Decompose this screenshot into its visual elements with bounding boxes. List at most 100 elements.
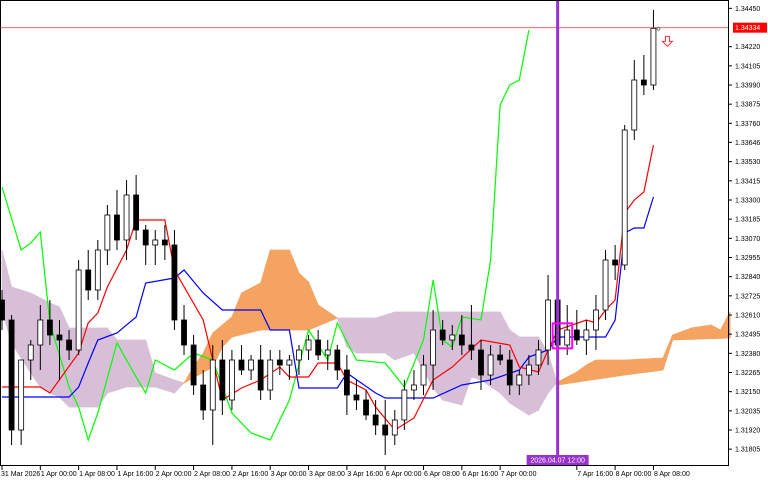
price-tick-label: 1.32955 — [735, 255, 760, 262]
bear-candle-body — [133, 194, 140, 231]
bear-candle-body — [458, 334, 465, 346]
bear-candle-body — [47, 319, 53, 336]
time-tick-label: 2 Apr 16:00 — [232, 471, 268, 478]
bull-candle-body — [593, 309, 599, 331]
bear-candle-body — [640, 79, 647, 86]
cloud-segment — [59, 306, 70, 408]
cloud-segment — [384, 311, 396, 361]
candle — [343, 355, 350, 415]
bull-candle-body — [324, 349, 331, 356]
time-axis[interactable]: 31 Mar 2026 1 Apr 00:00 1 Apr 08:00 1 Apr 1… — [1, 455, 690, 478]
candle — [631, 60, 638, 140]
candle — [315, 330, 322, 360]
cloud-segment — [250, 282, 262, 333]
bull-candle-body — [602, 259, 609, 311]
bull-candle-body — [305, 339, 312, 351]
cloud-segment — [269, 249, 281, 331]
cloud-segment — [260, 249, 271, 331]
bear-candle-body — [573, 329, 580, 341]
time-tick-label: 6 Apr 00:00 — [386, 471, 422, 478]
cloud-segment — [672, 330, 683, 341]
bear-candle-body — [161, 239, 168, 246]
current-price-badge — [733, 22, 767, 33]
candle — [142, 225, 149, 265]
cloud-segment — [231, 292, 242, 338]
price-tick-label: 1.33070 — [735, 236, 760, 243]
bear-candle-body — [439, 329, 446, 341]
candle — [478, 340, 484, 390]
order-marker-icon — [656, 26, 661, 31]
candle — [248, 355, 254, 380]
bull-candle-body — [286, 359, 293, 366]
bear-candle-body — [142, 229, 149, 246]
candle — [526, 355, 532, 385]
sell-arrow-icon — [661, 35, 674, 48]
candle — [114, 190, 120, 250]
candle — [583, 320, 590, 355]
price-tick-label: 1.34220 — [735, 44, 760, 51]
price-axis[interactable]: 1.34450 1.34220 1.34105 1.33990 1.33875 1.337… — [728, 6, 767, 454]
cloud-segment — [174, 379, 185, 394]
price-tick-label: 1.33990 — [735, 83, 760, 90]
overlays — [0, 0, 728, 465]
time-tick-label: 7 Apr 16:00 — [577, 471, 613, 478]
cloud-segment — [346, 317, 357, 354]
time-tick-label: 1 Apr 00:00 — [41, 471, 77, 478]
candle — [209, 345, 216, 445]
candle — [200, 370, 207, 420]
price-tick-label: 1.33646 — [735, 140, 760, 147]
price-tick-label: 1.32840 — [735, 274, 760, 281]
bear-candle-body — [497, 354, 504, 361]
time-tick-label: 8 Apr 08:00 — [654, 471, 690, 478]
bull-candle-body — [564, 329, 571, 346]
price-tick-label: 1.33185 — [735, 217, 760, 224]
bear-candle-body — [238, 359, 245, 371]
cloud-segment — [633, 358, 645, 375]
cursor-time-badge — [526, 455, 589, 465]
candle — [123, 180, 130, 260]
bull-candle-body — [27, 344, 34, 361]
price-tick-label: 1.33875 — [735, 102, 760, 109]
highlight-rectangle — [551, 322, 574, 350]
bull-candle-body — [631, 79, 638, 131]
cloud-segment — [490, 311, 501, 394]
candle — [516, 370, 523, 395]
cloud-segment — [681, 327, 693, 341]
candle — [449, 325, 456, 350]
cloud-segment — [576, 364, 587, 383]
cloud-segment — [700, 324, 712, 340]
bear-candle-body — [382, 424, 389, 436]
candle — [506, 350, 513, 395]
time-tick-label: 1 Apr 16:00 — [117, 471, 153, 478]
cloud-segment — [241, 287, 252, 336]
candle — [487, 345, 494, 385]
bull-candle-body — [430, 329, 437, 366]
candle — [430, 310, 437, 390]
bull-candle-body — [152, 239, 159, 246]
bull-candle-body — [583, 329, 590, 341]
candle — [181, 305, 187, 355]
bull-candle-body — [209, 359, 216, 411]
time-tick-label: 3 Apr 00:00 — [271, 471, 307, 478]
time-tick-label: 6 Apr 16:00 — [462, 471, 498, 478]
bear-candle-body — [56, 334, 63, 341]
price-tick-label: 1.33415 — [735, 178, 760, 185]
price-tick-label: 1.31805 — [735, 447, 760, 454]
time-tick-label: 6 Apr 08:00 — [424, 471, 460, 478]
candle — [18, 359, 25, 445]
candle — [564, 305, 571, 355]
cloud-segment — [308, 281, 319, 331]
cloud-segment — [327, 310, 339, 323]
bear-candle-body — [171, 244, 178, 321]
price-tick-label: 1.33760 — [735, 121, 760, 128]
candle — [468, 305, 475, 360]
bull-candle-body — [535, 349, 542, 366]
cloud-segment — [413, 311, 424, 371]
bull-candle-body — [229, 359, 235, 401]
bull-candle-body — [248, 359, 254, 371]
candle — [640, 55, 647, 95]
time-tick-label: 2 Apr 00:00 — [156, 471, 192, 478]
bear-candle-body — [343, 369, 350, 396]
plot-frame — [0, 0, 729, 466]
